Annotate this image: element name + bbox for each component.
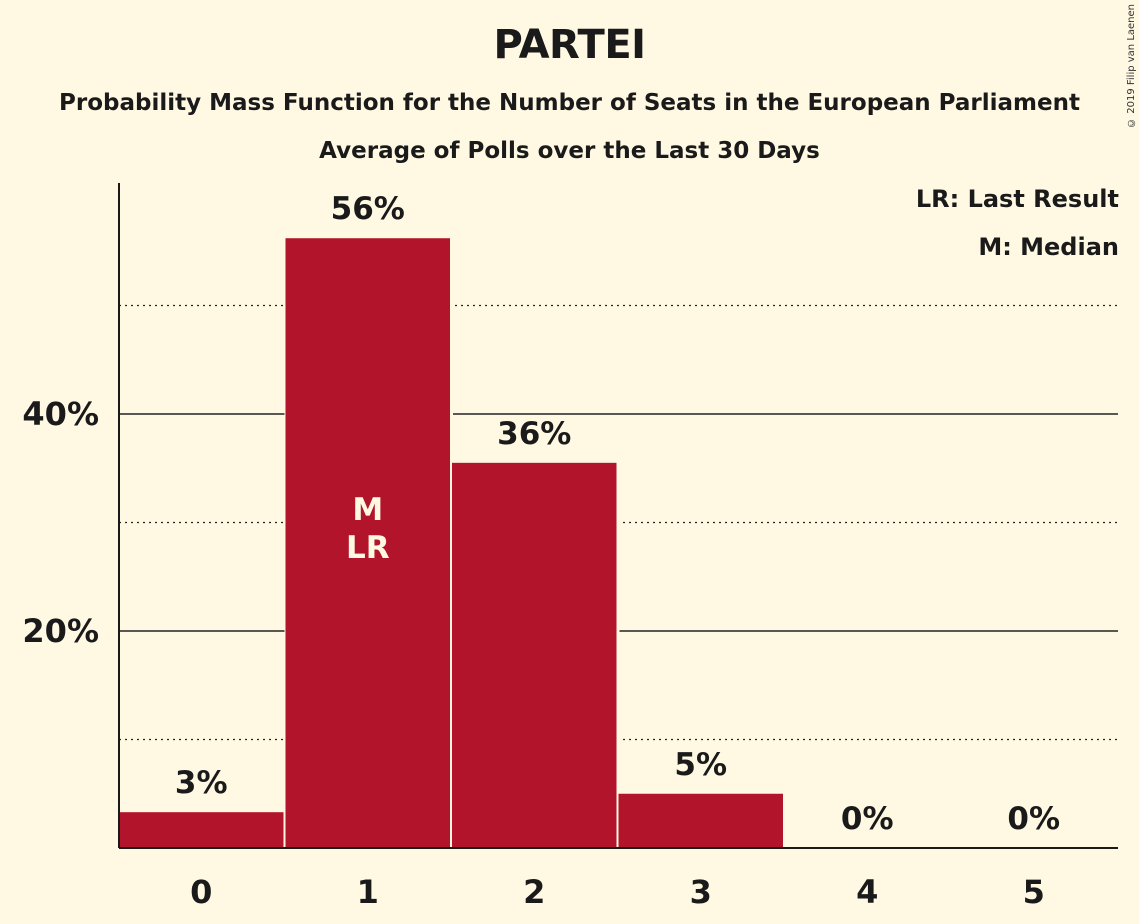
legend-last-result: LR: Last Result	[915, 185, 1119, 213]
chart-subtitle: Probability Mass Function for the Number…	[59, 90, 1080, 116]
bar	[618, 793, 783, 848]
bar-value-label: 3%	[175, 765, 228, 801]
bar	[119, 812, 284, 848]
bar-marker-label: LR	[346, 530, 390, 566]
x-tick-label: 5	[1023, 873, 1045, 911]
x-tick-label: 3	[690, 873, 712, 911]
bar-value-label: 0%	[841, 801, 894, 837]
chart-title: PARTEI	[493, 22, 646, 68]
bar-value-label: 0%	[1007, 801, 1060, 837]
bar	[452, 462, 617, 848]
bar-value-label: 56%	[331, 191, 405, 227]
bar-value-label: 5%	[674, 747, 727, 783]
bar-marker-label: M	[352, 492, 383, 528]
y-tick-label: 40%	[22, 395, 99, 433]
x-tick-label: 2	[523, 873, 545, 911]
x-tick-label: 0	[190, 873, 212, 911]
chart-subtitle-period: Average of Polls over the Last 30 Days	[319, 138, 820, 164]
x-tick-label: 4	[856, 873, 878, 911]
y-tick-label: 20%	[22, 612, 99, 650]
bar	[285, 238, 450, 849]
x-tick-label: 1	[357, 873, 379, 911]
bar-value-label: 36%	[497, 416, 571, 452]
legend-median: M: Median	[978, 233, 1119, 261]
